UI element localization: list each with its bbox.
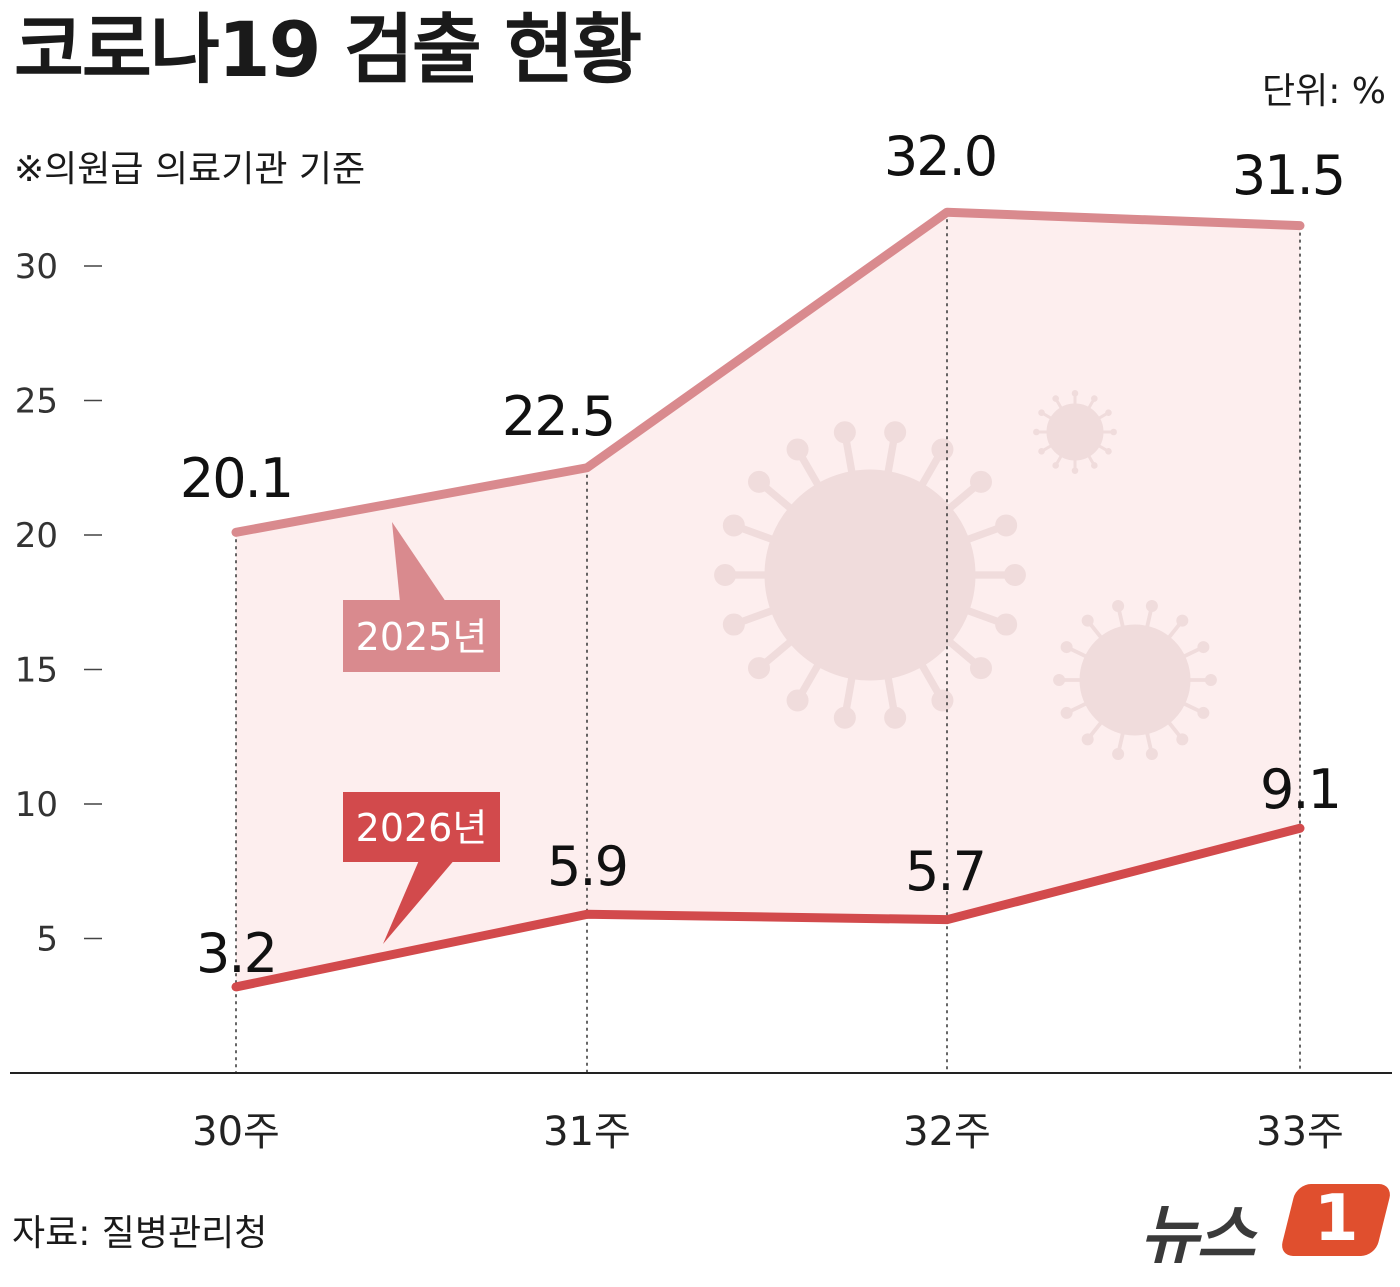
chart-subtitle: ※의원급 의료기관 기준 xyxy=(14,149,366,190)
line-chart: 5 10 15 20 25 30 30주 31주 32주 33주 20.1 22.5 32.0 31.5 3… xyxy=(10,125,1392,1155)
virus-icon xyxy=(1033,390,1117,474)
data-label-2026: 9.1 xyxy=(1260,758,1340,821)
y-tick-label: 15 xyxy=(15,651,58,691)
x-tick-label: 30주 xyxy=(192,1109,280,1155)
y-tick-label: 10 xyxy=(15,785,58,825)
logo-text: 뉴스 xyxy=(1140,1199,1256,1273)
unit-label: 단위: % xyxy=(1261,71,1386,112)
chart-title: 코로나19 검출 현황 xyxy=(14,5,642,94)
legend-label: 2026년 xyxy=(356,806,488,850)
series-line-2025 xyxy=(231,207,1305,537)
legend-label: 2025년 xyxy=(356,615,488,659)
data-label-2026: 5.9 xyxy=(547,835,627,898)
legend-callout-2025: 2025년 xyxy=(343,522,500,672)
x-tick-label: 32주 xyxy=(903,1109,991,1155)
x-tick-label: 33주 xyxy=(1256,1109,1344,1155)
logo-badge: 1 xyxy=(1279,1182,1393,1256)
series-line-2026 xyxy=(231,823,1305,992)
y-tick-label: 25 xyxy=(15,382,58,422)
data-label-2025: 20.1 xyxy=(180,447,292,510)
data-label-2025: 32.0 xyxy=(884,125,996,188)
virus-icon xyxy=(714,421,1026,729)
source-note: 자료: 질병관리청 xyxy=(12,1213,268,1254)
y-tick-label: 20 xyxy=(15,516,58,556)
data-label-2025: 22.5 xyxy=(502,385,614,448)
x-tick-label: 31주 xyxy=(543,1109,631,1155)
news1-logo: 뉴스 1 xyxy=(1140,1180,1393,1273)
legend-callout-2026: 2026년 xyxy=(343,792,500,944)
data-label-2025: 31.5 xyxy=(1232,144,1344,207)
data-label-2026: 5.7 xyxy=(905,840,985,903)
data-label-2026: 3.2 xyxy=(196,922,276,985)
virus-icon xyxy=(1053,600,1217,760)
y-tick-label: 5 xyxy=(36,920,58,960)
y-tick-label: 30 xyxy=(15,247,58,287)
